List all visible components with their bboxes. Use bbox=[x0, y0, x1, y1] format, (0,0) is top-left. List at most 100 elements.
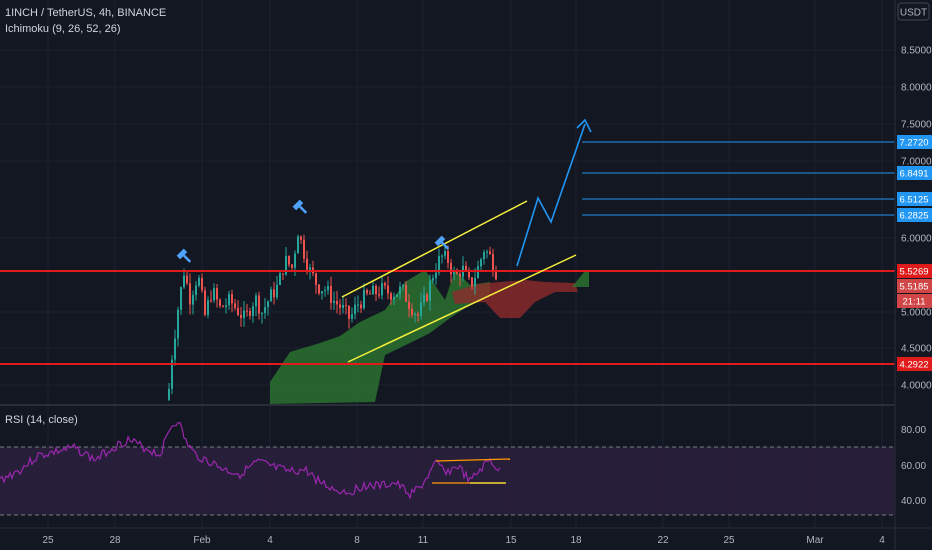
candle-body bbox=[384, 283, 386, 286]
currency-box[interactable]: USDT bbox=[897, 2, 930, 21]
candle-body bbox=[333, 300, 335, 303]
price-tick: 8.0000 bbox=[901, 83, 932, 94]
candle-body bbox=[258, 295, 260, 314]
projection-path[interactable] bbox=[516, 123, 586, 267]
time-axis[interactable]: 25 28 Feb 4 8 11 15 18 22 25 Mar 4 bbox=[42, 535, 885, 546]
candle-body bbox=[201, 278, 203, 291]
candle-body bbox=[339, 304, 341, 308]
candle-body bbox=[210, 300, 212, 302]
candle-body bbox=[321, 291, 323, 294]
candle-body bbox=[327, 285, 329, 291]
indicator-label[interactable]: Ichimoku (9, 26, 52, 26) bbox=[5, 23, 121, 35]
candle-body bbox=[207, 300, 209, 315]
candle-body bbox=[237, 307, 239, 315]
price-tag-6-2825: 6.2825 bbox=[899, 211, 928, 222]
candle-body bbox=[399, 286, 401, 295]
cloud-bullish-future bbox=[572, 271, 589, 287]
candle-body bbox=[216, 288, 218, 300]
candle-body bbox=[378, 294, 380, 296]
candle-body bbox=[474, 278, 476, 287]
candle-body bbox=[264, 307, 266, 313]
candle-body bbox=[219, 299, 221, 306]
candles bbox=[168, 234, 497, 401]
rsi-label[interactable]: RSI (14, close) bbox=[5, 414, 78, 426]
price-tick: 5.0000 bbox=[901, 308, 932, 319]
price-tag-bg bbox=[897, 279, 932, 293]
candle-body bbox=[438, 256, 440, 273]
candle-body bbox=[279, 273, 281, 285]
grid bbox=[0, 0, 895, 528]
price-tick: 7.5000 bbox=[901, 120, 932, 131]
candle-body bbox=[291, 264, 293, 268]
price-tag-bg bbox=[897, 135, 932, 149]
candle-body bbox=[234, 303, 236, 308]
candle-body bbox=[483, 252, 485, 260]
hammer-icon bbox=[434, 235, 450, 250]
candle-body bbox=[249, 310, 251, 316]
price-tick: 6.0000 bbox=[901, 234, 932, 245]
candle-body bbox=[198, 278, 200, 286]
time-tick: 4 bbox=[879, 535, 885, 546]
candle-body bbox=[453, 272, 455, 275]
candle-body bbox=[357, 304, 359, 306]
candle-body bbox=[450, 262, 452, 275]
price-tag-bg bbox=[897, 192, 932, 206]
candle-body bbox=[273, 289, 275, 298]
time-tick: 15 bbox=[505, 535, 517, 546]
price-tag-4-2922: 4.2922 bbox=[899, 360, 928, 371]
rsi-divergence-upper[interactable] bbox=[435, 458, 511, 462]
candle-body bbox=[252, 306, 254, 316]
candle-body bbox=[276, 284, 278, 298]
price-tag-6-8491: 6.8491 bbox=[899, 169, 928, 180]
candle-body bbox=[189, 283, 191, 305]
candle-body bbox=[204, 290, 206, 315]
time-tick: 4 bbox=[267, 535, 273, 546]
candle-body bbox=[486, 251, 488, 253]
candle-body bbox=[288, 255, 290, 265]
candle-body bbox=[180, 287, 182, 310]
candle-body bbox=[471, 277, 473, 287]
candle-body bbox=[480, 259, 482, 267]
hammer-icon bbox=[176, 248, 192, 263]
currency-label: USDT bbox=[900, 8, 927, 19]
price-tag-5-5269: 5.5269 bbox=[899, 267, 928, 278]
candle-body bbox=[414, 314, 416, 316]
candle-body bbox=[297, 236, 299, 254]
price-tag-6-5125: 6.5125 bbox=[899, 195, 928, 206]
price-axis[interactable]: 8.5000 8.0000 7.5000 7.0000 6.0000 5.0000 4.50… bbox=[901, 46, 932, 392]
price-tick: 8.5000 bbox=[901, 46, 932, 57]
candle-body bbox=[261, 312, 263, 314]
candle-body bbox=[240, 314, 242, 319]
candle-body bbox=[360, 304, 362, 309]
candle-body bbox=[228, 294, 230, 306]
price-tick: 7.0000 bbox=[901, 157, 932, 168]
candle-body bbox=[369, 293, 371, 295]
candle-body bbox=[495, 272, 497, 280]
candle-body bbox=[489, 251, 491, 254]
candle-body bbox=[222, 305, 224, 307]
ichimoku-cloud bbox=[270, 270, 589, 404]
candle-body bbox=[186, 275, 188, 284]
channel-lower-line[interactable] bbox=[347, 254, 577, 363]
candle-body bbox=[255, 295, 257, 307]
candle-body bbox=[294, 253, 296, 268]
countdown-tag: 21:11 bbox=[902, 297, 925, 308]
candle-body bbox=[405, 285, 407, 302]
price-tick: 4.5000 bbox=[901, 344, 932, 355]
candle-body bbox=[174, 338, 176, 360]
candle-body bbox=[492, 253, 494, 273]
candle-body bbox=[447, 251, 449, 263]
candle-body bbox=[336, 300, 338, 305]
chart-title[interactable]: 1INCH / TetherUS, 4h, BINANCE bbox=[5, 7, 166, 19]
candle-body bbox=[192, 295, 194, 305]
candle-body bbox=[381, 283, 383, 296]
channel-upper-line[interactable] bbox=[341, 200, 528, 298]
candle-body bbox=[270, 289, 272, 302]
time-tick: 11 bbox=[418, 535, 429, 546]
time-tick: Mar bbox=[806, 535, 824, 546]
candle-body bbox=[465, 265, 467, 271]
candle-body bbox=[177, 309, 179, 339]
rsi-tick-80: 80.00 bbox=[901, 425, 926, 436]
candle-body bbox=[225, 305, 227, 307]
